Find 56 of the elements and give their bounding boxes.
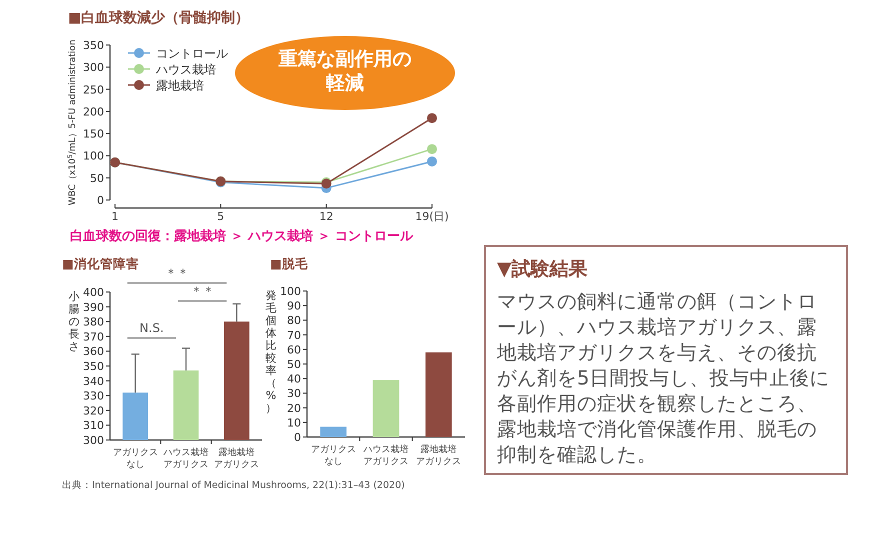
y-tick-label: 50 bbox=[90, 172, 104, 185]
y-tick-label: 250 bbox=[83, 83, 104, 96]
text: 発毛個体比較率（%） bbox=[266, 289, 276, 414]
y-tick-label: 100 bbox=[83, 150, 104, 163]
legend-label: コントロール bbox=[156, 46, 228, 60]
annotation: 重篤な副作用の軽減 bbox=[278, 48, 412, 94]
text: 白血球数の回復：露地栽培 ＞ ハウス栽培 ＞ コントロール bbox=[70, 228, 414, 244]
text: ▼試験結果 bbox=[497, 258, 589, 280]
legend-label: ハウス栽培 bbox=[155, 62, 216, 76]
source-note: 出典：International Journal of Medicinal Mushrooms, 22(1):31–43 (2020) bbox=[62, 479, 405, 491]
y-tick-label: 380 bbox=[83, 316, 104, 329]
x-tick-label: アガリクスなし bbox=[112, 448, 158, 470]
y-tick-label: 60 bbox=[287, 343, 301, 356]
y-tick-label: 330 bbox=[83, 390, 104, 403]
y-tick-label: 150 bbox=[83, 128, 104, 141]
text: マウスの飼料に通常の餌（コントロール）、ハウス栽培アガリクス、露地栽培アガリクスを与え、その後抗がん剤を5日間投与し、投与中止後に各副作用の症状を観察したところ、露地栽培で消化管保護作用、脱毛の抑制を確認した。 bbox=[496, 290, 830, 466]
annotation: ＊＊ bbox=[190, 284, 214, 298]
y-tick-label: 100 bbox=[280, 285, 301, 298]
y-tick-label: 30 bbox=[287, 387, 301, 400]
y-tick-label: 340 bbox=[83, 374, 104, 388]
y-tick-label: 300 bbox=[83, 434, 104, 447]
x-tick-label: 19(日) bbox=[415, 210, 449, 223]
x-tick-label: アガリクスなし bbox=[310, 445, 356, 467]
x-tick-label: 5 bbox=[217, 210, 224, 223]
text: ＊＊ bbox=[165, 266, 189, 280]
y-tick-label: 10 bbox=[287, 416, 301, 430]
chart-title: ■消化管障害 bbox=[62, 256, 139, 271]
x-tick-label: 露地栽培アガリクス bbox=[214, 447, 260, 470]
y-tick-label: 370 bbox=[83, 330, 104, 344]
y-tick-label: 200 bbox=[83, 105, 104, 118]
y-tick-label: 90 bbox=[287, 300, 301, 313]
y-tick-label: 360 bbox=[83, 345, 104, 358]
y-tick-label: 350 bbox=[83, 39, 104, 52]
x-tick-label: ハウス栽培アガリクス bbox=[362, 444, 408, 467]
x-tick-label: 12 bbox=[319, 210, 334, 223]
y-tick-label: 0 bbox=[294, 431, 301, 444]
y-axis-title: 小腸の長さ bbox=[68, 290, 80, 353]
y-tick-label: 0 bbox=[97, 194, 104, 207]
y-tick-label: 80 bbox=[287, 314, 301, 328]
chart-title: ■白血球数減少（骨髄抑制） bbox=[68, 10, 250, 26]
x-tick-label: ハウス栽培アガリクス bbox=[162, 447, 208, 470]
y-tick-label: 70 bbox=[287, 328, 301, 342]
y-tick-label: 20 bbox=[287, 402, 301, 415]
y-tick-label: 390 bbox=[83, 300, 104, 314]
y-tick-label: 320 bbox=[83, 404, 104, 418]
y-tick-label: 400 bbox=[83, 286, 104, 299]
y-tick-label: 350 bbox=[83, 360, 104, 373]
y-tick-label: 50 bbox=[287, 358, 301, 371]
y-tick-label: 40 bbox=[287, 372, 301, 386]
y-tick-label: 310 bbox=[83, 419, 104, 432]
chart-title: ■脱毛 bbox=[270, 256, 309, 271]
y-tick-label: 300 bbox=[83, 61, 104, 74]
legend-label: 露地栽培 bbox=[156, 78, 204, 92]
x-tick-label: 露地栽培アガリクス bbox=[416, 444, 462, 467]
x-tick-label: 1 bbox=[112, 210, 118, 223]
annotation: N.S. bbox=[140, 321, 164, 335]
